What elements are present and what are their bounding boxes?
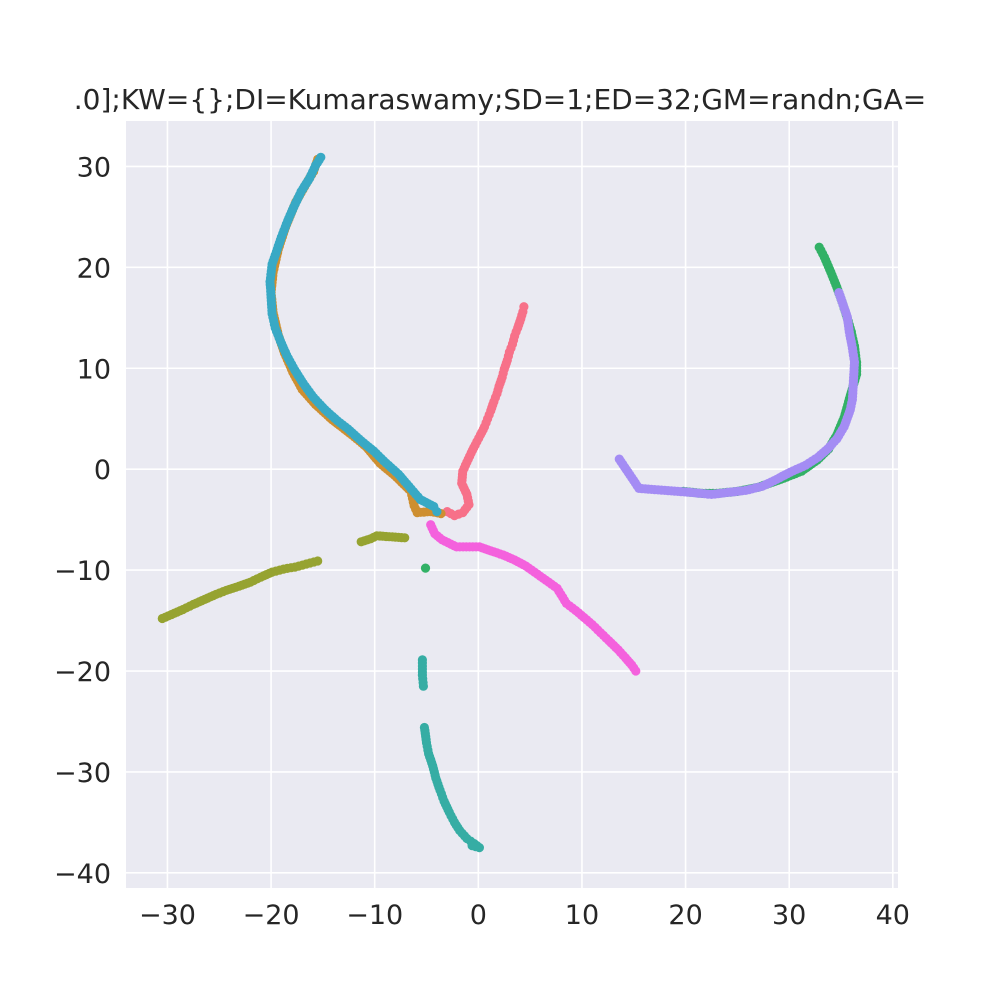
scatter-series	[265, 152, 442, 517]
x-axis-ticks: −30 −20 −10 0 10 20 30 40	[139, 900, 910, 931]
data-point	[400, 533, 410, 543]
data-point	[418, 681, 428, 691]
x-tick-label: −10	[346, 900, 403, 931]
data-point	[420, 563, 431, 573]
y-tick-label: 0	[94, 455, 111, 486]
plot-area	[126, 121, 898, 888]
data-point	[467, 841, 477, 851]
x-tick-label: −20	[243, 900, 300, 931]
x-tick-label: −30	[139, 900, 196, 931]
scatter-series	[417, 655, 484, 853]
scatter-series	[426, 520, 641, 676]
x-tick-label: 20	[668, 900, 702, 931]
y-tick-label: −10	[54, 556, 111, 587]
x-tick-label: 10	[565, 900, 599, 931]
y-tick-label: 30	[77, 152, 111, 183]
data-point	[631, 666, 641, 676]
data-point	[834, 288, 844, 298]
y-axis-ticks: −40 −30 −20 −10 0 10 20 30	[54, 152, 111, 889]
grid	[126, 121, 898, 888]
y-tick-label: −30	[54, 758, 111, 789]
x-tick-label: 30	[772, 900, 806, 931]
data-point	[313, 556, 323, 566]
data-points	[157, 152, 862, 853]
y-tick-label: 20	[77, 253, 111, 284]
y-tick-label: 10	[77, 354, 111, 385]
scatter-series	[157, 531, 410, 624]
y-tick-label: −20	[54, 657, 111, 688]
scatter-series	[614, 288, 860, 499]
x-tick-label: 40	[876, 900, 910, 931]
chart-title: .0];KW={};DI=Kumaraswamy;SD=1;ED=32;GM=r…	[74, 83, 926, 116]
x-tick-label: 0	[470, 900, 487, 931]
y-tick-label: −40	[54, 859, 111, 890]
data-point	[432, 507, 442, 517]
scatter-series	[442, 302, 529, 521]
